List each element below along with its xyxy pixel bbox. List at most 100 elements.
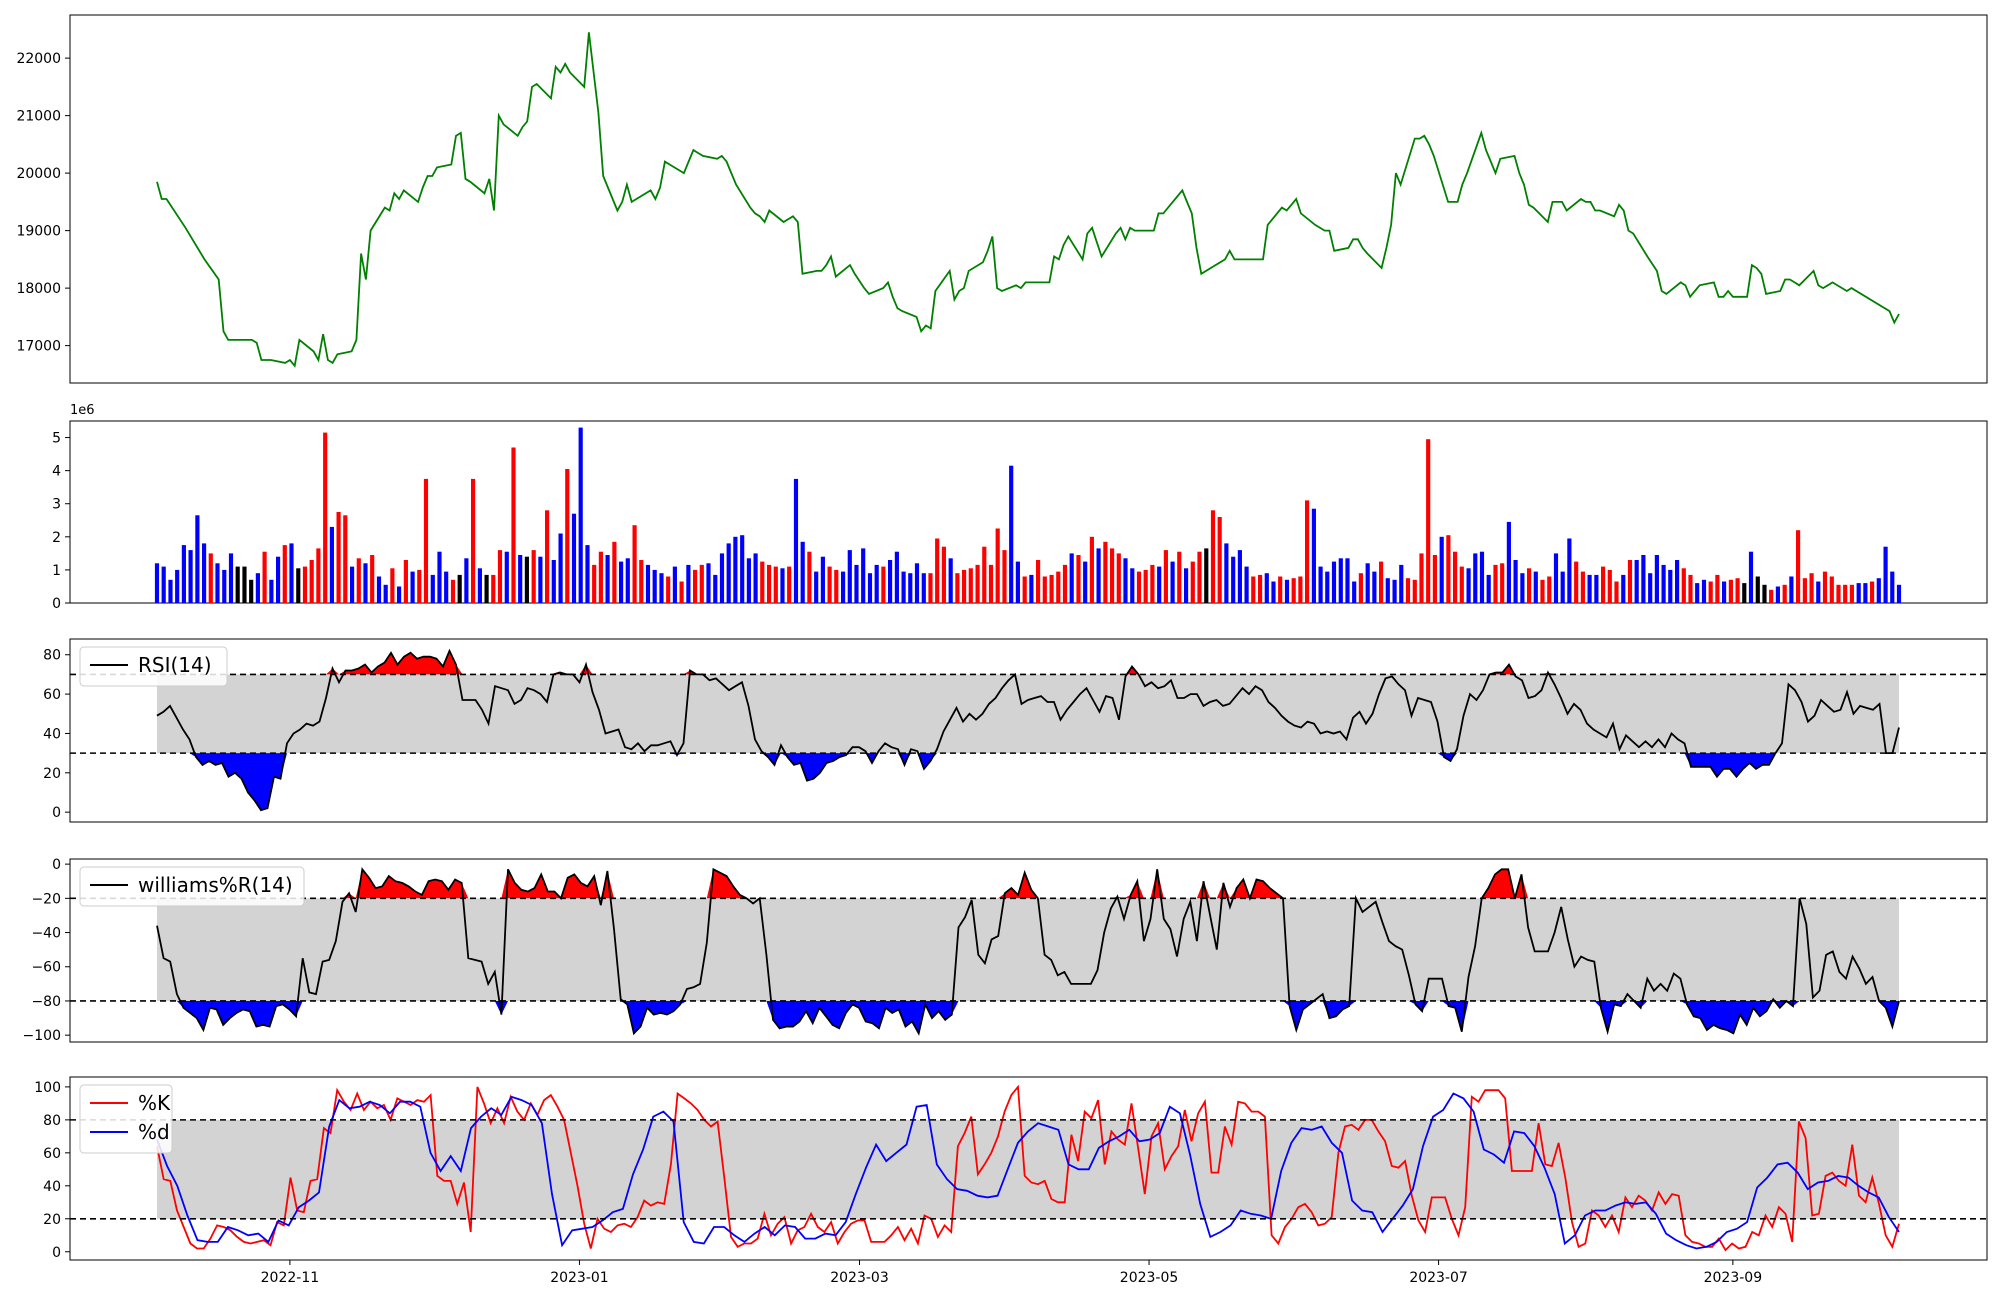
overbought-fill bbox=[157, 869, 1899, 899]
volume-bar bbox=[1311, 508, 1316, 603]
legend: williams%R(14) bbox=[79, 866, 305, 907]
volume-bar bbox=[531, 550, 536, 603]
volume-bar bbox=[1392, 579, 1397, 603]
y-tick-label: 17000 bbox=[16, 339, 61, 355]
y-tick-label: 18000 bbox=[16, 281, 61, 297]
volume-bar bbox=[1560, 571, 1565, 603]
y-tick-label: 60 bbox=[43, 687, 61, 703]
y-tick-label: −40 bbox=[31, 926, 61, 942]
volume-bar bbox=[403, 560, 408, 603]
volume-bar bbox=[484, 574, 489, 603]
volume-bar bbox=[437, 551, 442, 603]
volume-bar bbox=[1298, 576, 1303, 603]
volume-bar bbox=[1379, 561, 1384, 603]
volume-bar bbox=[202, 543, 207, 603]
x-tick-label: 2023-07 bbox=[1409, 1270, 1468, 1286]
y-tick-label: 20 bbox=[43, 1212, 61, 1228]
volume-bar bbox=[928, 573, 933, 603]
volume-bar bbox=[1668, 569, 1673, 603]
volume-bar bbox=[491, 574, 496, 603]
volume-bar bbox=[719, 553, 725, 603]
volume-bar bbox=[477, 568, 482, 603]
volume-bar bbox=[995, 528, 1000, 603]
volume-bar bbox=[1365, 563, 1370, 603]
price-line bbox=[156, 32, 1900, 368]
series-line-0 bbox=[156, 648, 1900, 812]
volume-bar bbox=[336, 512, 341, 603]
axis-offset-label: 1e6 bbox=[70, 403, 95, 418]
volume-bar bbox=[1049, 574, 1054, 603]
volume-bar bbox=[1110, 548, 1115, 603]
volume-bar bbox=[834, 569, 839, 603]
volume-bar bbox=[1547, 576, 1552, 603]
volume-bar bbox=[242, 566, 247, 603]
overbought-fill bbox=[157, 650, 1899, 675]
y-tick-label: 1 bbox=[52, 563, 61, 579]
volume-bar bbox=[1096, 548, 1101, 603]
volume-bar bbox=[1876, 578, 1881, 603]
volume-bar bbox=[914, 563, 920, 603]
volume-bar bbox=[1210, 510, 1216, 603]
series-line-0 bbox=[156, 1084, 1900, 1252]
williams-r-panel: 0 −20 −40 −60 −80 −100 williams%R(14) bbox=[23, 857, 1988, 1044]
volume-bar bbox=[841, 571, 846, 603]
volume-bar bbox=[861, 548, 866, 603]
volume-bar bbox=[941, 546, 946, 603]
volume-bar bbox=[1130, 568, 1135, 603]
volume-bar bbox=[168, 579, 173, 603]
volume-bar bbox=[181, 545, 186, 603]
volume-bar bbox=[948, 558, 953, 603]
volume-bar bbox=[659, 573, 664, 603]
volume-bar bbox=[1863, 583, 1868, 603]
volume-bar bbox=[679, 581, 684, 603]
volume-bar bbox=[1412, 579, 1417, 603]
volume-bar bbox=[1634, 560, 1639, 603]
y-tick-label: −60 bbox=[31, 960, 61, 976]
volume-bar bbox=[1856, 583, 1861, 603]
volume-bar bbox=[1607, 569, 1612, 603]
volume-bar bbox=[397, 586, 402, 603]
volume-bar bbox=[686, 564, 691, 603]
volume-bar bbox=[208, 553, 213, 603]
volume-bar bbox=[1822, 571, 1828, 603]
volume-bar bbox=[175, 569, 180, 603]
plot-frame bbox=[69, 638, 1988, 823]
volume-bar bbox=[847, 550, 852, 603]
volume-bar bbox=[1715, 574, 1720, 603]
legend-box bbox=[79, 646, 228, 687]
volume-bar bbox=[215, 563, 220, 603]
volume-bar bbox=[1116, 553, 1121, 603]
volume-bar bbox=[1405, 578, 1411, 603]
volume-bar bbox=[1385, 578, 1390, 603]
volume-bar bbox=[282, 545, 287, 603]
volume-bar bbox=[1553, 553, 1559, 603]
volume-bar bbox=[1755, 576, 1760, 603]
volume-bar bbox=[1271, 581, 1276, 603]
volume-bar bbox=[894, 551, 899, 603]
volume-bar bbox=[1816, 581, 1821, 603]
volume-bar bbox=[921, 573, 926, 603]
volume-bar bbox=[1264, 573, 1269, 603]
volume-bar bbox=[585, 545, 590, 603]
volume-bar bbox=[1331, 561, 1337, 603]
volume-bar bbox=[726, 543, 731, 603]
volume-bar bbox=[1029, 574, 1034, 603]
volume-bar bbox=[235, 566, 240, 603]
volume-bar bbox=[1796, 530, 1801, 603]
volume-bar bbox=[800, 541, 805, 603]
volume-bar bbox=[1432, 555, 1437, 603]
volume-bar bbox=[1782, 584, 1787, 603]
volume-bar bbox=[1204, 548, 1209, 603]
volume-bar bbox=[1748, 551, 1754, 603]
volume-bar bbox=[693, 569, 698, 603]
volume-bar bbox=[888, 560, 893, 603]
volume-bar bbox=[1567, 538, 1572, 603]
volume-bar bbox=[329, 526, 334, 603]
y-tick-label: −100 bbox=[23, 1028, 61, 1044]
volume-bar bbox=[1601, 566, 1606, 603]
volume-bar bbox=[1520, 573, 1525, 603]
volume-bar bbox=[538, 556, 543, 603]
y-tick-label: 40 bbox=[43, 726, 61, 742]
volume-bar bbox=[1533, 571, 1538, 603]
